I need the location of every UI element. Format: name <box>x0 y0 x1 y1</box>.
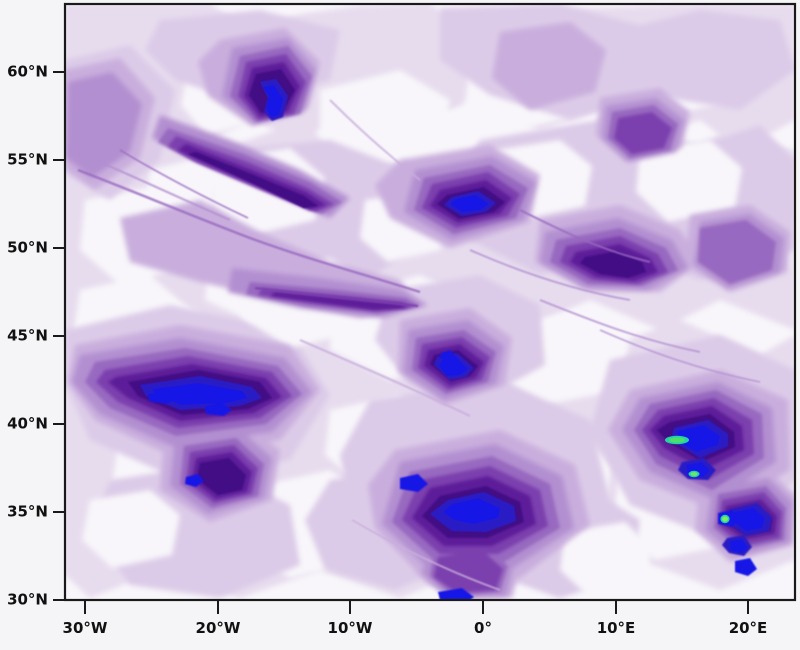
x-axis-tick-labels: 30°W 20°W 10°W 0° 10°E 20°E <box>63 619 768 637</box>
y-tick-label-30N: 30°N <box>7 591 48 609</box>
x-tick-label-30W: 30°W <box>63 619 108 637</box>
contour-field <box>65 4 795 600</box>
y-axis-tick-labels: 60°N 55°N 50°N 45°N 40°N 35°N 30°N <box>7 63 48 609</box>
x-axis-ticks <box>84 600 749 614</box>
axes-frame <box>63 2 797 602</box>
y-tick-label-50N: 50°N <box>7 239 48 257</box>
y-tick-label-60N: 60°N <box>7 63 48 81</box>
y-tick-label-45N: 45°N <box>7 327 48 345</box>
x-tick-label-20E: 20°E <box>729 619 768 637</box>
contour-level-peak-green <box>665 435 730 524</box>
y-axis-ticks <box>53 71 65 601</box>
x-tick-label-20W: 20°W <box>196 619 241 637</box>
contour-filaments <box>71 99 761 591</box>
y-tick-label-40N: 40°N <box>7 415 48 433</box>
x-tick-label-0: 0° <box>474 619 492 637</box>
contour-level-extreme-blue <box>140 79 772 600</box>
x-tick-label-10E: 10°E <box>597 619 636 637</box>
y-tick-label-35N: 35°N <box>7 503 48 521</box>
x-tick-label-10W: 10°W <box>328 619 373 637</box>
y-tick-label-55N: 55°N <box>7 151 48 169</box>
